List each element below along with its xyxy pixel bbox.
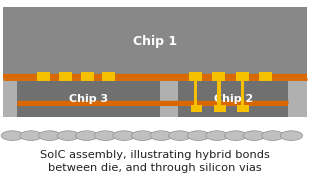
- Bar: [212, 72, 225, 81]
- Bar: [37, 72, 50, 81]
- Bar: [178, 80, 288, 117]
- Bar: [259, 72, 272, 81]
- Ellipse shape: [187, 131, 210, 140]
- Ellipse shape: [1, 131, 24, 140]
- Ellipse shape: [76, 131, 98, 140]
- Ellipse shape: [20, 131, 42, 140]
- Bar: [189, 72, 202, 81]
- Bar: [241, 81, 244, 105]
- Ellipse shape: [150, 131, 172, 140]
- Bar: [81, 72, 94, 81]
- Ellipse shape: [113, 131, 135, 140]
- Ellipse shape: [169, 131, 191, 140]
- Bar: [3, 72, 307, 117]
- Bar: [217, 81, 221, 105]
- Ellipse shape: [38, 131, 61, 140]
- Ellipse shape: [280, 131, 303, 140]
- Bar: [214, 105, 226, 112]
- Ellipse shape: [206, 131, 228, 140]
- Bar: [3, 7, 307, 77]
- Text: Chip 2: Chip 2: [214, 94, 253, 104]
- Text: Chip 3: Chip 3: [69, 94, 108, 104]
- Bar: [17, 80, 160, 117]
- Bar: [191, 105, 202, 112]
- Ellipse shape: [94, 131, 117, 140]
- Ellipse shape: [243, 131, 265, 140]
- Ellipse shape: [224, 131, 247, 140]
- Ellipse shape: [57, 131, 79, 140]
- Text: Chip 1: Chip 1: [133, 36, 177, 48]
- Text: SoIC assembly, illustrating hybrid bonds: SoIC assembly, illustrating hybrid bonds: [40, 150, 270, 160]
- Ellipse shape: [262, 131, 284, 140]
- Bar: [102, 72, 115, 81]
- Bar: [194, 81, 197, 105]
- Bar: [236, 72, 249, 81]
- Text: between die, and through silicon vias: between die, and through silicon vias: [48, 163, 262, 173]
- Bar: [237, 105, 249, 112]
- Bar: [59, 72, 72, 81]
- Ellipse shape: [131, 131, 154, 140]
